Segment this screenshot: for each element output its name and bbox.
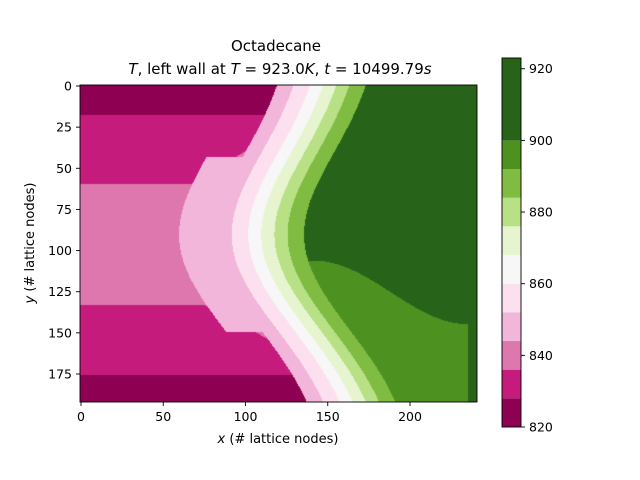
colorbar-band xyxy=(502,58,521,141)
y-tick-label: 50 xyxy=(56,161,72,176)
colorbar-tick-label: 880 xyxy=(529,205,553,220)
subtitle-mid: , left wall at xyxy=(138,60,231,78)
subtitle-var-t: t xyxy=(324,60,331,78)
y-tick-label: 75 xyxy=(56,202,72,217)
colorbar-band xyxy=(502,197,521,227)
colorbar-band xyxy=(502,226,521,256)
subtitle-time-value: = 10499.79 xyxy=(330,60,424,78)
subtitle-temp-value: = 923.0 xyxy=(240,60,305,78)
y-axis-label: y (# lattice nodes) xyxy=(23,183,38,305)
y-tick-label: 100 xyxy=(48,243,72,258)
colorbar-tick-label: 900 xyxy=(529,133,553,148)
x-tick-label: 200 xyxy=(398,409,422,424)
colorbar-band xyxy=(502,312,521,342)
contour-field xyxy=(80,85,477,402)
y-tick-label: 150 xyxy=(48,325,72,340)
y-tick-label: 25 xyxy=(56,120,72,135)
x-tick-label: 50 xyxy=(155,409,171,424)
colorbar-band xyxy=(502,369,521,399)
y-tick-label: 125 xyxy=(48,284,72,299)
subtitle-temp-unit: K xyxy=(305,60,316,78)
y-tick-label: 175 xyxy=(48,367,72,382)
colorbar-band xyxy=(502,398,521,427)
x-tick-label: 100 xyxy=(234,409,258,424)
colorbar-band xyxy=(502,283,521,313)
y-tick-label: 0 xyxy=(64,79,72,94)
chart-subtitle: T, left wall at T = 923.0K, t = 10499.79… xyxy=(128,60,431,78)
colorbar-band xyxy=(502,140,521,170)
colorbar-band xyxy=(502,169,521,198)
subtitle-var-T: T xyxy=(128,60,139,78)
colorbar-band xyxy=(502,341,521,370)
subtitle-var-T2: T xyxy=(231,60,242,78)
colorbar-tick-label: 820 xyxy=(529,420,553,435)
subtitle-sep: , xyxy=(315,60,325,78)
colorbar-band xyxy=(502,255,521,284)
y-axis-ticks: 0 25 50 75 100 125 150 175 xyxy=(48,79,80,382)
chart-title: Octadecane xyxy=(231,37,321,55)
heatmap-image xyxy=(80,85,477,402)
colorbar-tick-label: 920 xyxy=(529,61,553,76)
x-axis-label: x (# lattice nodes) xyxy=(217,432,339,447)
colorbar-ticks: 820 840 860 880 900 920 xyxy=(521,61,553,435)
x-tick-label: 0 xyxy=(77,409,85,424)
plot-frame xyxy=(79,84,478,403)
colorbar xyxy=(502,58,521,427)
colorbar-tick-label: 840 xyxy=(529,348,553,363)
x-tick-label: 150 xyxy=(316,409,340,424)
subtitle-time-unit: s xyxy=(424,60,432,78)
colorbar-frame xyxy=(501,57,522,428)
colorbar-tick-label: 860 xyxy=(529,276,553,291)
x-axis-ticks: 0 50 100 150 200 xyxy=(77,402,422,424)
